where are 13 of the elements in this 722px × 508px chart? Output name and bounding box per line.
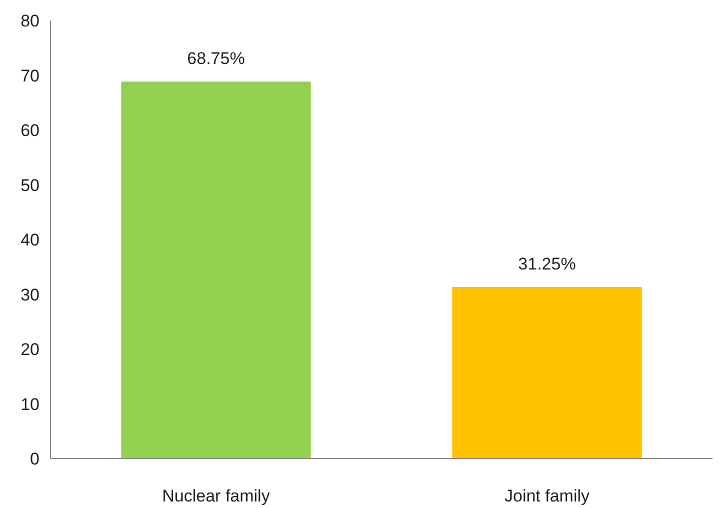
y-tick-label: 70 bbox=[20, 66, 40, 86]
y-tick-label: 60 bbox=[20, 121, 40, 140]
data-label: 31.25% bbox=[518, 254, 576, 274]
x-tick-label: Nuclear family bbox=[162, 486, 270, 506]
y-tick-label: 10 bbox=[20, 394, 40, 414]
data-label: 68.75% bbox=[187, 49, 245, 68]
y-tick-label: 20 bbox=[20, 340, 40, 359]
y-tick-label: 80 bbox=[20, 12, 40, 30]
x-tick-label: Joint family bbox=[504, 486, 590, 506]
y-tick-label: 50 bbox=[20, 176, 40, 195]
y-tick-label: 30 bbox=[20, 285, 40, 304]
y-tick-label: 0 bbox=[30, 450, 40, 468]
y-tick-label: 40 bbox=[20, 230, 40, 250]
